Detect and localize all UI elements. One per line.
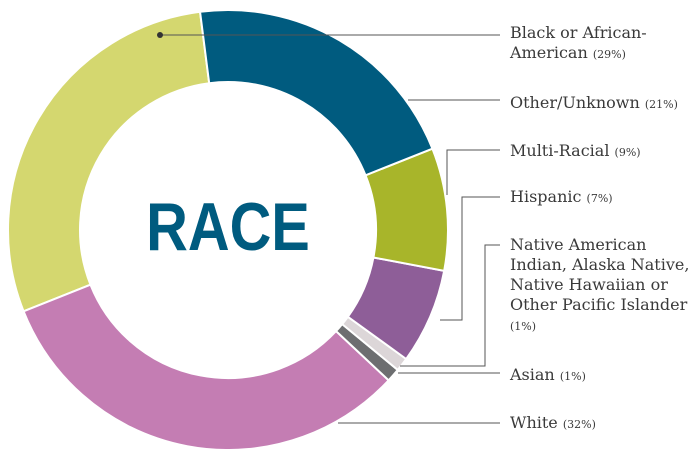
category-name: Native American Indian, Alaska Native, N… xyxy=(510,235,690,314)
leader-line xyxy=(446,149,500,195)
slice xyxy=(22,283,391,449)
chart-title: RACE xyxy=(146,190,310,265)
leader-dot xyxy=(157,32,163,38)
legend-label: Hispanic (7%) xyxy=(510,187,694,209)
slice xyxy=(364,147,449,273)
leader-line xyxy=(400,244,500,367)
slice xyxy=(7,10,211,313)
value-label: (1%) xyxy=(559,370,586,383)
category-name: Multi-Racial xyxy=(510,141,610,160)
legend-label: Native American Indian, Alaska Native, N… xyxy=(510,235,694,337)
legend-label: Black or African-American (29%) xyxy=(510,23,694,65)
leader-line xyxy=(440,196,500,321)
value-label: (1%) xyxy=(510,320,537,333)
slice xyxy=(198,9,434,177)
category-name: Black or African-American xyxy=(510,23,647,62)
value-label: (21%) xyxy=(644,98,678,111)
legend-label: White (32%) xyxy=(510,413,694,435)
category-name: Other/Unknown xyxy=(510,93,640,112)
value-label: (32%) xyxy=(562,418,596,431)
slice xyxy=(346,256,446,361)
legend-label: Asian (1%) xyxy=(510,365,694,387)
category-name: White xyxy=(510,413,558,432)
legend-label: Multi-Racial (9%) xyxy=(510,141,694,163)
value-label: (29%) xyxy=(592,48,626,61)
category-name: Asian xyxy=(510,365,555,384)
value-label: (7%) xyxy=(586,192,613,205)
legend-label: Other/Unknown (21%) xyxy=(510,93,694,115)
value-label: (9%) xyxy=(614,146,641,159)
category-name: Hispanic xyxy=(510,187,582,206)
